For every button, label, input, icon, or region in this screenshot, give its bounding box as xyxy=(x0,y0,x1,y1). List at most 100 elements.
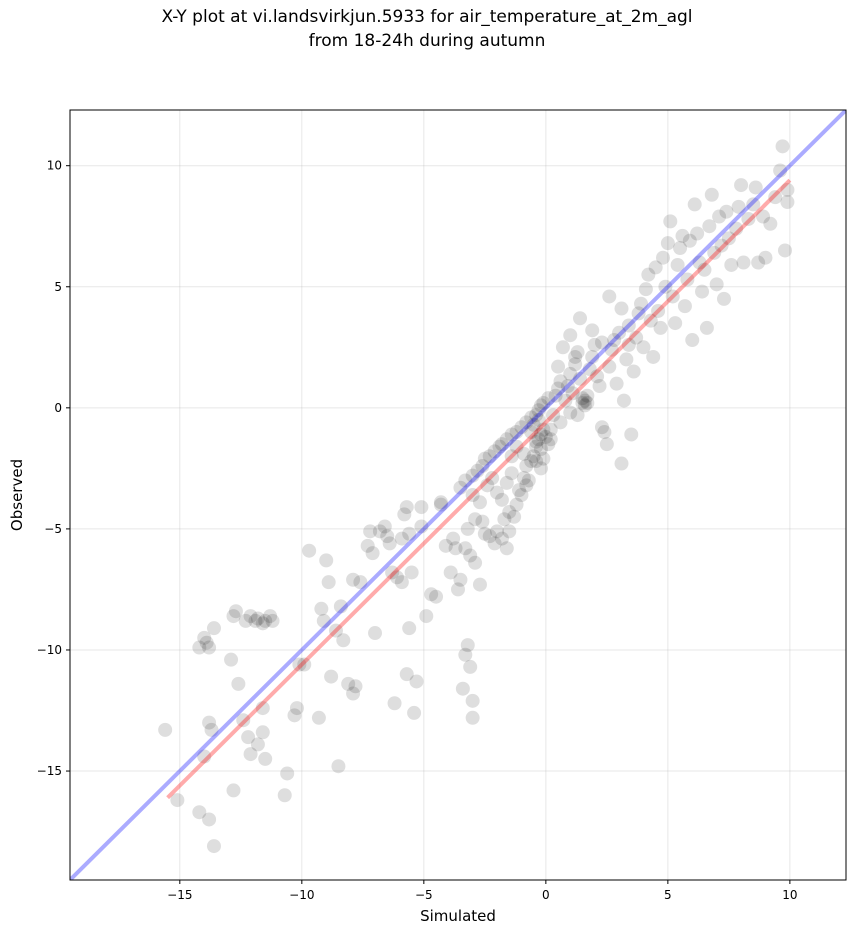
data-point xyxy=(577,393,592,408)
data-point xyxy=(777,243,792,258)
data-point xyxy=(536,422,551,437)
data-point xyxy=(206,621,221,636)
data-point xyxy=(468,555,483,570)
data-point xyxy=(443,565,458,580)
data-point xyxy=(660,236,675,251)
data-point xyxy=(748,180,763,195)
data-point xyxy=(477,451,492,466)
data-point xyxy=(399,667,414,682)
data-point xyxy=(651,303,666,318)
data-point xyxy=(429,589,444,604)
data-point xyxy=(575,395,590,410)
data-point xyxy=(521,473,536,488)
data-point xyxy=(729,221,744,236)
data-point xyxy=(475,514,490,529)
data-point xyxy=(692,255,707,270)
data-point xyxy=(497,512,512,527)
data-point xyxy=(529,408,544,423)
data-point xyxy=(397,507,412,522)
data-point xyxy=(697,262,712,277)
data-point xyxy=(780,182,795,197)
data-point xyxy=(629,330,644,345)
data-point xyxy=(668,316,683,331)
data-point xyxy=(433,497,448,512)
y-tick-label: 10 xyxy=(47,159,62,173)
data-point xyxy=(243,747,258,762)
x-tick-label: −15 xyxy=(167,888,192,902)
data-point xyxy=(460,638,475,653)
data-point xyxy=(590,369,605,384)
data-point xyxy=(687,197,702,212)
data-point xyxy=(763,216,778,231)
data-point xyxy=(719,204,734,219)
data-point xyxy=(555,340,570,355)
data-point xyxy=(458,473,473,488)
data-point xyxy=(599,437,614,452)
x-axis-label: Simulated xyxy=(420,907,496,925)
data-point xyxy=(516,471,531,486)
data-point xyxy=(289,701,304,716)
y-tick-label: −15 xyxy=(37,764,62,778)
data-point xyxy=(321,575,336,590)
data-point xyxy=(402,621,417,636)
data-point xyxy=(553,374,568,389)
data-point xyxy=(546,408,561,423)
data-point xyxy=(533,398,548,413)
y-tick-label: −10 xyxy=(37,643,62,657)
data-point xyxy=(499,475,514,490)
data-point xyxy=(482,449,497,464)
x-tick-label: −5 xyxy=(415,888,433,902)
data-point xyxy=(536,395,551,410)
data-point xyxy=(280,766,295,781)
data-point xyxy=(509,439,524,454)
data-point xyxy=(202,812,217,827)
data-point xyxy=(206,839,221,854)
y-tick-label: −5 xyxy=(44,522,62,536)
data-point xyxy=(675,228,690,243)
data-point xyxy=(551,359,566,374)
data-point xyxy=(158,722,173,737)
data-point xyxy=(504,449,519,464)
data-point xyxy=(563,405,578,420)
data-point xyxy=(734,178,749,193)
data-point xyxy=(514,488,529,502)
data-point xyxy=(541,391,556,406)
data-point xyxy=(531,432,546,447)
data-point xyxy=(494,492,509,507)
data-point xyxy=(563,328,578,343)
data-point xyxy=(465,468,480,483)
data-point xyxy=(226,783,241,798)
data-point xyxy=(255,701,270,716)
data-point xyxy=(548,388,563,403)
data-point xyxy=(494,531,509,546)
data-point xyxy=(631,306,646,321)
data-point xyxy=(248,613,263,628)
data-point xyxy=(341,676,356,691)
data-point xyxy=(197,749,212,764)
data-point xyxy=(502,524,517,539)
data-point xyxy=(658,279,673,294)
data-point xyxy=(541,437,556,452)
data-point xyxy=(565,386,580,401)
data-point xyxy=(199,635,214,650)
data-point xyxy=(543,432,558,447)
data-point xyxy=(580,395,595,410)
data-point xyxy=(372,524,387,539)
data-point xyxy=(699,320,714,335)
data-point xyxy=(531,403,546,418)
data-point xyxy=(619,352,634,367)
y-tick-label: 0 xyxy=(54,401,62,415)
data-point xyxy=(380,529,395,544)
x-tick-label: 10 xyxy=(782,888,797,902)
data-point xyxy=(551,381,566,396)
data-point xyxy=(399,500,414,515)
data-point xyxy=(655,250,670,265)
data-point xyxy=(433,495,448,510)
data-point xyxy=(653,320,668,335)
data-point xyxy=(594,420,609,435)
data-point xyxy=(385,565,400,580)
data-point xyxy=(731,199,746,214)
data-point xyxy=(460,521,475,536)
data-point xyxy=(302,543,317,558)
